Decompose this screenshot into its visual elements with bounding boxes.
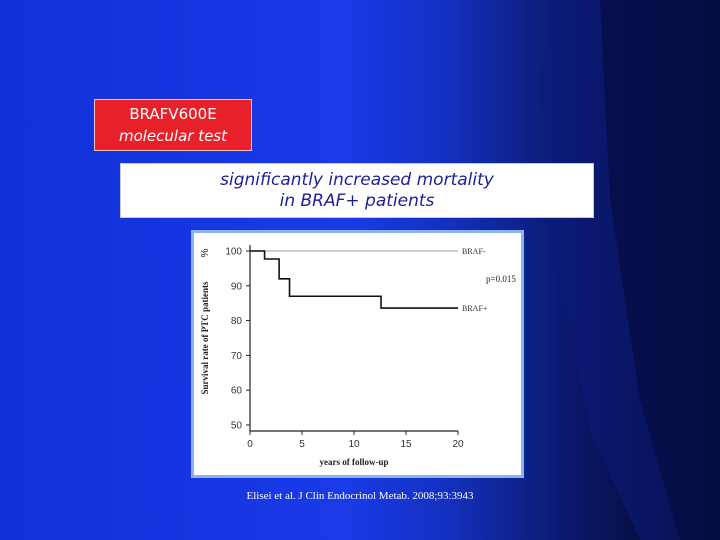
survival-chart: 100 90 80 70 60 50 0 5 10 15 20 years of follow-up S… <box>191 230 524 478</box>
series-label: BRAF+ <box>462 304 488 313</box>
y-tick-label: 70 <box>231 351 243 362</box>
tag-line-2: molecular test <box>118 127 228 145</box>
y-axis-title: Survival rate of PTC patients <box>200 281 210 394</box>
headline-line-2: in BRAF+ patients <box>279 191 435 211</box>
x-tick-label: 5 <box>299 439 305 450</box>
x-tick-label: 10 <box>348 439 360 450</box>
y-unit-label: % <box>200 248 211 257</box>
headline-box: significantly increased mortality in BRA… <box>120 163 594 218</box>
series-label: BRAF- <box>462 247 486 256</box>
x-tick-label: 0 <box>247 439 253 450</box>
y-tick-label: 100 <box>225 247 242 258</box>
y-tick-label: 60 <box>231 386 243 397</box>
headline-line-1: significantly increased mortality <box>220 170 494 190</box>
molecular-test-tag: BRAFV600E molecular test <box>94 99 252 151</box>
survival-chart-svg: 100 90 80 70 60 50 0 5 10 15 20 years of follow-up S… <box>200 245 516 467</box>
background-wedge-dark <box>600 0 720 540</box>
tag-line-1: BRAFV600E <box>129 105 217 123</box>
p-value-annotation: p=0.015 <box>486 274 516 284</box>
x-axis-title: years of follow-up <box>320 457 389 467</box>
background-wedge-shape <box>540 0 720 540</box>
y-tick-label: 80 <box>231 316 243 327</box>
citation: Elisei et al. J Clin Endocrinol Metab. 2… <box>246 490 474 502</box>
x-tick-label: 20 <box>452 439 464 450</box>
series-line-braf <box>250 250 458 309</box>
y-tick-label: 50 <box>231 421 243 432</box>
y-tick-label: 90 <box>231 281 243 292</box>
x-tick-label: 15 <box>400 439 412 450</box>
